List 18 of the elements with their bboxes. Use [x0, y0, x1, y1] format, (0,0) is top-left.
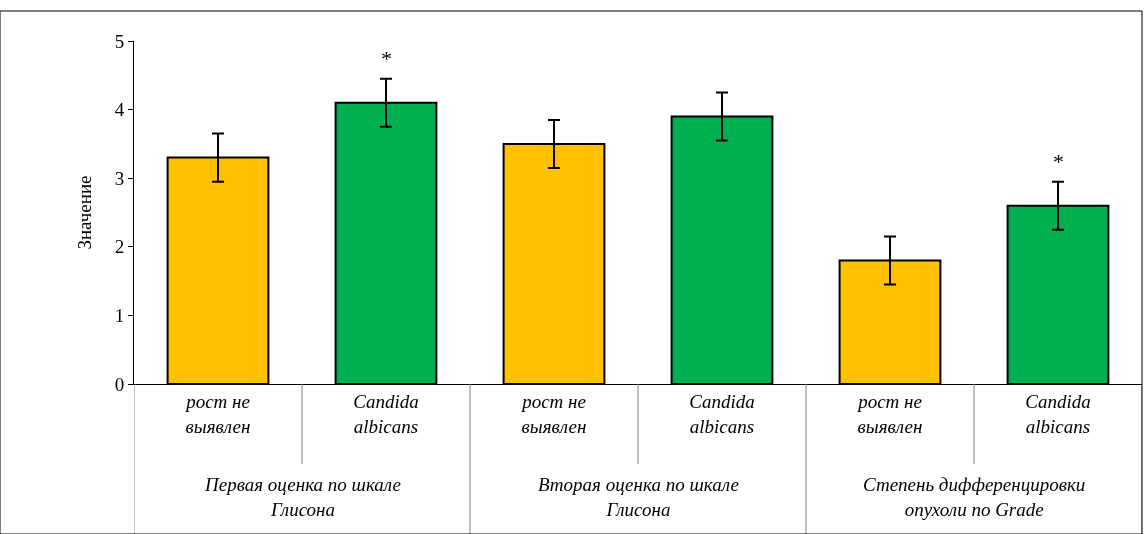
data-label: *	[381, 46, 392, 71]
y-tick-label: 5	[114, 30, 125, 52]
x-tick-label: рост не выявлен	[520, 390, 587, 437]
x-tick-label: Candida albicans	[353, 390, 419, 437]
x-tick-label: рост не выявлен	[856, 390, 923, 437]
x-tick-label: рост не выявлен	[184, 390, 251, 437]
text: Вторая оценка по шкале Глисона	[538, 474, 739, 520]
y-tick-label: 3	[114, 167, 125, 189]
data-label: *	[1053, 149, 1064, 174]
y-tick-label: 1	[114, 305, 125, 327]
y-tick-label: 4	[114, 99, 125, 121]
y-axis-title: Значение	[73, 175, 95, 250]
y-tick-label: 2	[114, 236, 125, 258]
x-tick-label: Candida albicans	[689, 390, 755, 437]
y-tick-label: 0	[114, 373, 125, 395]
text: Первая оценка по шкале Глисона	[204, 474, 402, 520]
x-tick-label: Candida albicans	[1025, 390, 1091, 437]
text: Степень дифференцировки опухоли по Grade	[863, 474, 1086, 520]
